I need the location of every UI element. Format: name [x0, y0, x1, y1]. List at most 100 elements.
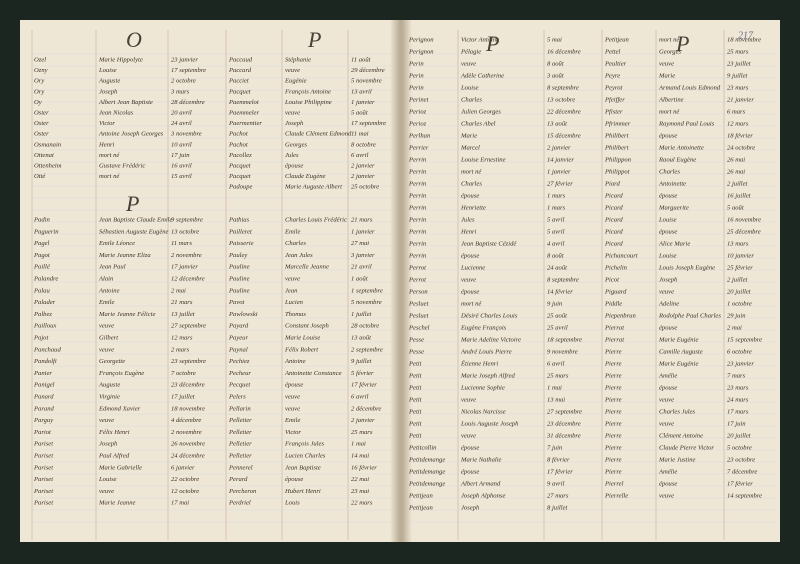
surname: Pachot: [228, 141, 248, 148]
section-letter: P: [125, 191, 139, 216]
given-name: Albertine: [658, 97, 684, 104]
date: 25 octobre: [351, 184, 379, 191]
given-name: Albert Jean Baptiste: [98, 99, 153, 106]
date: 8 août: [547, 253, 564, 260]
surname: Pierrelle: [604, 493, 628, 500]
given-name: Marie Eugénie: [658, 337, 698, 344]
date: 9 avril: [547, 481, 565, 488]
given-name: Louise Philippine: [284, 99, 332, 106]
date: 21 avril: [351, 264, 372, 271]
given-name: Antoine: [98, 287, 120, 294]
given-name: mort né: [99, 173, 120, 180]
given-name: Julien Georges: [461, 109, 501, 116]
surname: Pelletier: [228, 441, 252, 448]
surname: Perdriel: [228, 500, 251, 507]
given-name: épouse: [285, 382, 303, 389]
date: 5 mai: [547, 37, 562, 44]
given-name: André Louis Pierre: [460, 349, 512, 356]
given-name: Louise: [98, 476, 117, 483]
surname: Perrot: [408, 265, 426, 272]
spine: [390, 20, 412, 542]
given-name: Constant Joseph: [285, 323, 329, 330]
date: 9 septembre: [171, 217, 203, 224]
date: 2 octobre: [171, 78, 196, 85]
surname: Pelletier: [228, 429, 252, 436]
date: 25 avril: [547, 325, 568, 332]
given-name: Louis: [284, 500, 300, 507]
surname: Pariset: [33, 488, 53, 495]
given-name: Adeline: [658, 301, 679, 308]
date: 17 février: [547, 469, 573, 476]
given-name: veuve: [99, 346, 114, 353]
surname: Pecheur: [228, 370, 251, 377]
given-name: Joseph: [285, 120, 304, 127]
date: 8 octobre: [351, 141, 376, 148]
given-name: épouse: [461, 445, 479, 452]
given-name: veuve: [285, 405, 300, 412]
date: 5 août: [351, 110, 368, 117]
surname: Pierre: [604, 457, 622, 464]
given-name: Thomas: [285, 311, 306, 318]
date: 2 mars: [171, 346, 190, 353]
surname: Pailleret: [228, 228, 252, 235]
surname: Picard: [604, 193, 623, 200]
surname: Pariset: [33, 441, 53, 448]
date: 27 septembre: [547, 409, 582, 416]
given-name: Marie Hippolyte: [98, 57, 143, 64]
date: 12 décembre: [171, 276, 205, 283]
surname: Payard: [228, 323, 249, 330]
given-name: épouse: [461, 253, 479, 260]
date: 15 avril: [171, 173, 192, 180]
date: 25 mars: [727, 49, 749, 56]
given-name: Louise Ernestine: [460, 157, 506, 164]
date: 20 juillet: [727, 433, 751, 440]
surname: Petit: [408, 361, 422, 368]
surname: Palau: [33, 287, 50, 294]
given-name: Jules: [461, 217, 475, 224]
surname: Palandre: [33, 276, 58, 283]
date: 28 octobre: [351, 323, 379, 330]
surname: Perioz: [408, 109, 427, 116]
given-name: Marie Jeanne Félicie: [98, 311, 155, 318]
given-name: épouse: [461, 289, 479, 296]
surname: Paermentier: [228, 120, 262, 127]
given-name: Charles: [659, 169, 680, 176]
date: 27 mars: [547, 493, 569, 500]
given-name: Albert Armand: [460, 481, 501, 488]
surname: Paemmeler: [228, 110, 259, 117]
given-name: veuve: [285, 110, 300, 117]
date: 17 juillet: [171, 394, 195, 401]
date: 17 février: [351, 382, 377, 389]
surname: Pesluet: [408, 301, 429, 308]
given-name: mort né: [461, 169, 482, 176]
date: 23 janvier: [171, 57, 198, 64]
date: 1 janvier: [351, 228, 375, 235]
given-name: Jean Paul: [99, 264, 126, 271]
given-name: veuve: [461, 277, 476, 284]
given-name: Joseph: [99, 88, 118, 95]
given-name: Marie Auguste Albert: [284, 184, 342, 191]
given-name: veuve: [99, 488, 114, 495]
surname: Pfrimmer: [604, 121, 631, 128]
given-name: Georges: [659, 49, 682, 56]
surname: Piddle: [604, 301, 622, 308]
given-name: Louise: [658, 253, 677, 260]
date: 22 mai: [351, 476, 369, 483]
given-name: Marie Jeanne: [98, 500, 136, 507]
surname: Pecquet: [228, 382, 250, 389]
given-name: Alice Marie: [658, 241, 690, 248]
given-name: Raoul Eugène: [658, 157, 696, 164]
surname: Paemmelot: [228, 99, 259, 106]
surname: Pacquet: [228, 173, 251, 180]
page-number: 217: [738, 30, 754, 41]
given-name: épouse: [659, 325, 677, 332]
given-name: Amélie: [658, 373, 677, 380]
date: 24 mars: [727, 397, 749, 404]
surname: Pachot: [228, 131, 248, 138]
date: 6 octobre: [727, 349, 752, 356]
surname: Picard: [604, 205, 623, 212]
date: 12 mars: [727, 121, 749, 128]
given-name: Marcel: [460, 145, 480, 152]
date: 21 mars: [351, 217, 373, 224]
surname: Pauline: [228, 264, 250, 271]
